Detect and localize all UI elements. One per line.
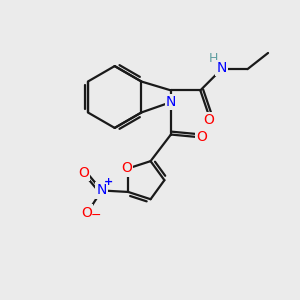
Text: O: O (203, 113, 214, 127)
Text: −: − (91, 209, 101, 222)
Text: O: O (121, 161, 132, 176)
Text: O: O (78, 166, 89, 180)
Text: N: N (97, 184, 107, 197)
Text: O: O (196, 130, 207, 144)
Text: H: H (208, 52, 218, 65)
Text: N: N (216, 61, 227, 75)
Text: O: O (81, 206, 92, 220)
Text: +: + (103, 177, 113, 187)
Text: N: N (166, 95, 176, 109)
